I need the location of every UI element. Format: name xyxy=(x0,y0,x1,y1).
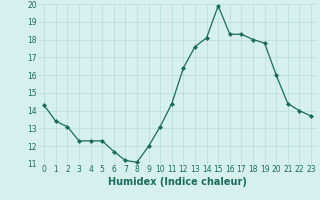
X-axis label: Humidex (Indice chaleur): Humidex (Indice chaleur) xyxy=(108,177,247,187)
